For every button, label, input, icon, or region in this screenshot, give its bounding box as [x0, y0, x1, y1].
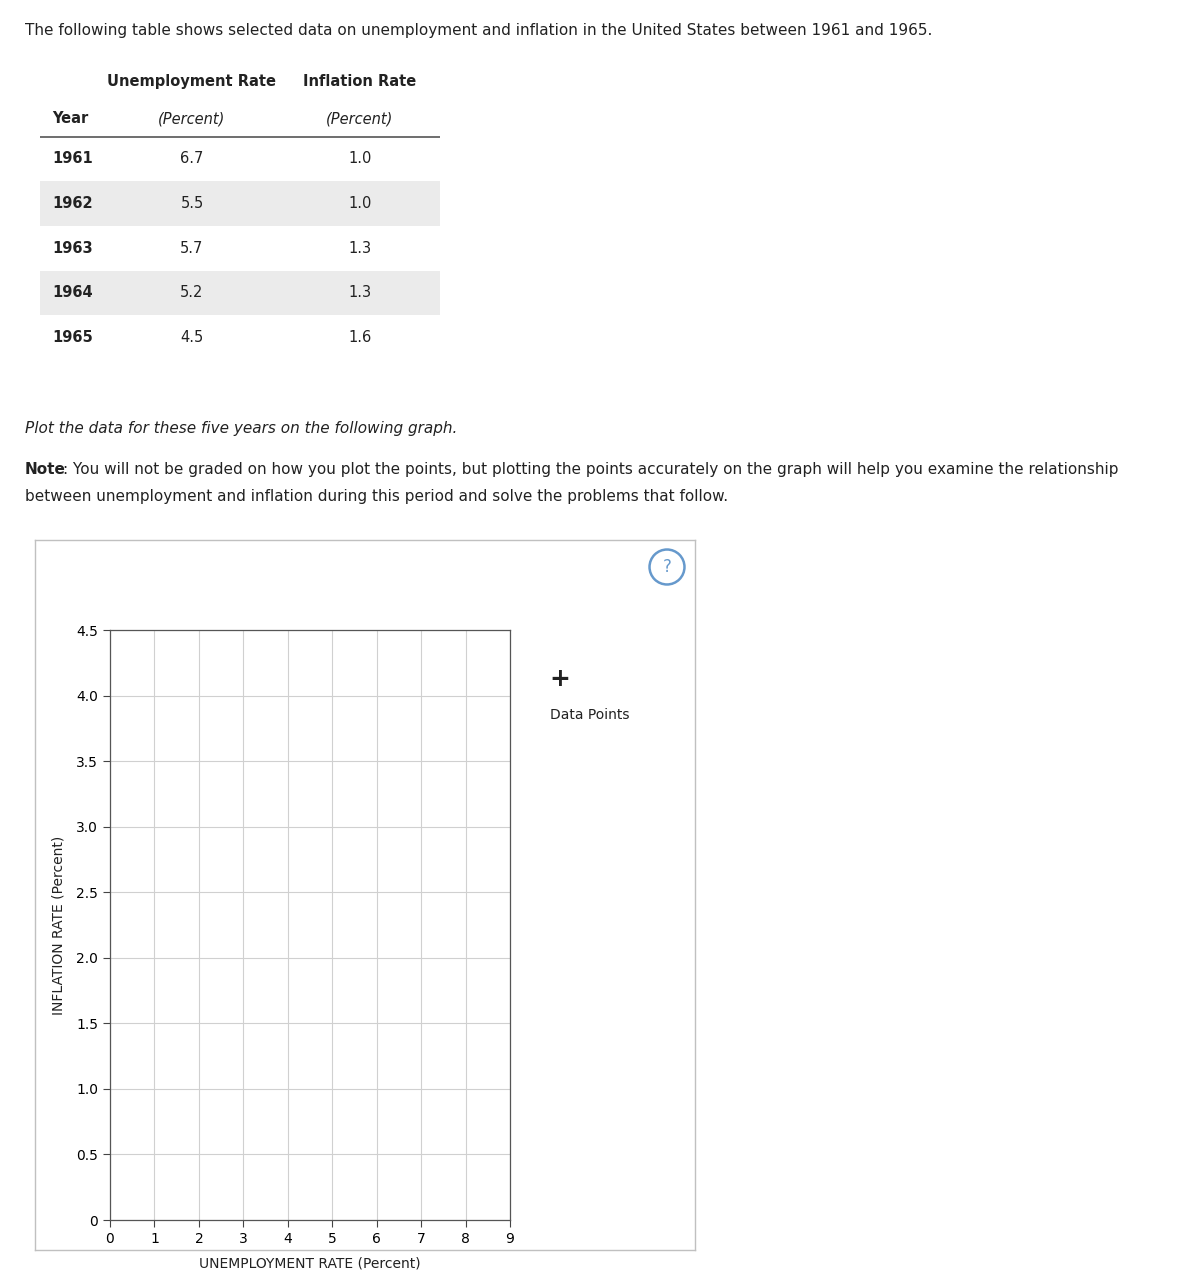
- Text: 1.3: 1.3: [348, 285, 372, 301]
- Text: (Percent): (Percent): [158, 111, 226, 127]
- Text: 1965: 1965: [52, 330, 92, 346]
- Text: 1962: 1962: [52, 196, 92, 211]
- Text: +: +: [550, 667, 570, 691]
- Text: 5.2: 5.2: [180, 285, 204, 301]
- Text: 1964: 1964: [52, 285, 92, 301]
- Text: 1961: 1961: [52, 151, 92, 166]
- Text: Data Points: Data Points: [551, 708, 630, 722]
- Text: 1.0: 1.0: [348, 196, 372, 211]
- Text: 5.5: 5.5: [180, 196, 204, 211]
- Text: 1963: 1963: [52, 241, 92, 256]
- Text: Year: Year: [52, 111, 89, 127]
- Text: 6.7: 6.7: [180, 151, 204, 166]
- Text: 5.7: 5.7: [180, 241, 204, 256]
- Bar: [40, 182, 440, 225]
- Text: between unemployment and inflation during this period and solve the problems tha: between unemployment and inflation durin…: [25, 489, 728, 504]
- Bar: [40, 270, 440, 315]
- Text: 1.3: 1.3: [348, 241, 372, 256]
- Text: : You will not be graded on how you plot the points, but plotting the points acc: : You will not be graded on how you plot…: [62, 462, 1118, 477]
- Text: 1.0: 1.0: [348, 151, 372, 166]
- Text: Inflation Rate: Inflation Rate: [304, 74, 416, 88]
- Text: Note: Note: [25, 462, 66, 477]
- Text: (Percent): (Percent): [326, 111, 394, 127]
- X-axis label: UNEMPLOYMENT RATE (Percent): UNEMPLOYMENT RATE (Percent): [199, 1257, 421, 1271]
- Text: Plot the data for these five years on the following graph.: Plot the data for these five years on th…: [25, 421, 457, 436]
- Text: 4.5: 4.5: [180, 330, 204, 346]
- Y-axis label: INFLATION RATE (Percent): INFLATION RATE (Percent): [52, 836, 65, 1015]
- Text: 1.6: 1.6: [348, 330, 372, 346]
- Text: The following table shows selected data on unemployment and inflation in the Uni: The following table shows selected data …: [25, 23, 932, 37]
- Text: Unemployment Rate: Unemployment Rate: [108, 74, 276, 88]
- Text: ?: ?: [662, 558, 672, 576]
